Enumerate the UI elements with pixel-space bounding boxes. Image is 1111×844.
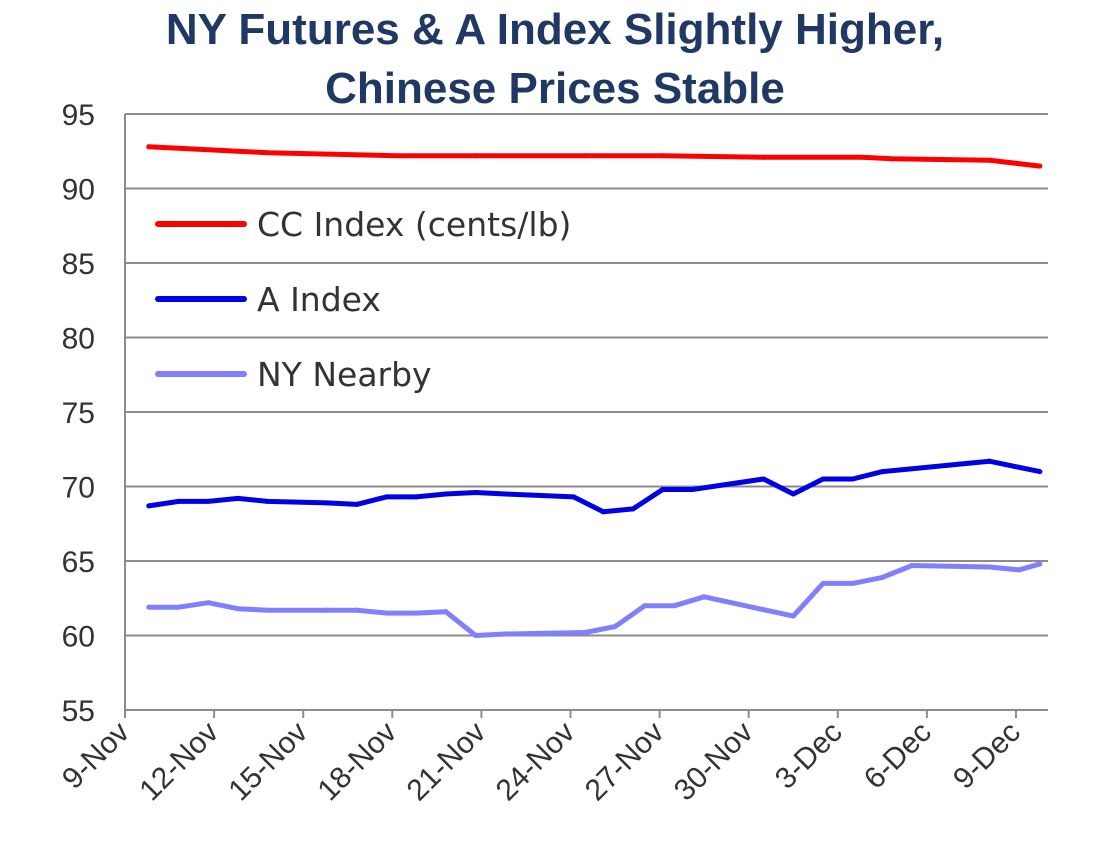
data-point-a-index-15 [660,486,666,492]
y-tick-label-95: 95 [62,99,95,132]
y-tick-label-80: 80 [62,323,95,356]
data-point-ny-nearby-23 [1016,567,1022,573]
series-line-ny-nearby [146,561,1043,638]
x-tick-label-6-Dec: 6-Dec [858,716,938,796]
data-point-cc-index-cents-lb-8 [888,156,894,162]
data-point-cc-index-cents-lb-2 [392,153,398,159]
data-point-ny-nearby-4 [265,607,271,613]
chart-title-line-1: NY Futures & A Index Slightly Higher, [166,5,944,54]
y-tick-label-60: 60 [62,621,95,654]
x-axis: 9-Nov12-Nov15-Nov18-Nov21-Nov24-Nov27-No… [56,710,1027,807]
x-tick-label-9-Dec: 9-Dec [947,716,1027,796]
data-point-ny-nearby-9 [443,609,449,615]
data-point-ny-nearby-5 [324,607,330,613]
data-point-ny-nearby-17 [790,613,796,619]
y-tick-label-55: 55 [62,695,95,728]
legend-label-cc-index-cents-lb: CC Index (cents/lb) [257,205,571,244]
data-point-ny-nearby-6 [354,607,360,613]
data-point-ny-nearby-7 [383,610,389,616]
data-point-ny-nearby-16 [701,594,707,600]
x-tick-label-21-Nov: 21-Nov [401,716,493,808]
data-point-ny-nearby-8 [413,610,419,616]
data-point-a-index-4 [265,498,271,504]
data-point-ny-nearby-0 [146,604,152,610]
x-tick-label-12-Nov: 12-Nov [133,716,225,808]
data-point-ny-nearby-15 [672,603,678,609]
data-point-ny-nearby-21 [909,562,915,568]
series-lines [146,144,1043,638]
legend: CC Index (cents/lb) A Index NY Nearby [155,205,571,394]
data-point-ny-nearby-10 [473,633,479,638]
data-point-ny-nearby-19 [850,580,856,586]
y-tick-label-65: 65 [62,546,95,579]
data-point-cc-index-cents-lb-6 [761,154,767,160]
data-point-a-index-18 [790,491,796,497]
chart-title-line-2: Chinese Prices Stable [325,64,785,113]
x-tick-label-30-Nov: 30-Nov [668,716,760,808]
x-tick-label-24-Nov: 24-Nov [490,716,582,808]
data-point-a-index-6 [354,501,360,507]
data-point-a-index-7 [383,494,389,500]
data-point-ny-nearby-18 [820,580,826,586]
x-tick-label-3-Dec: 3-Dec [769,716,849,796]
data-point-a-index-3 [235,495,241,501]
data-point-cc-index-cents-lb-3 [473,153,479,159]
data-point-a-index-5 [324,500,330,506]
data-point-ny-nearby-24 [1037,561,1043,567]
data-point-cc-index-cents-lb-9 [986,157,992,163]
data-point-cc-index-cents-lb-0 [146,144,152,150]
data-point-ny-nearby-2 [205,600,211,606]
data-point-a-index-19 [820,476,826,482]
data-point-a-index-2 [205,498,211,504]
data-point-ny-nearby-22 [986,564,992,570]
y-tick-label-75: 75 [62,397,95,430]
x-tick-label-27-Nov: 27-Nov [579,716,671,808]
data-point-cc-index-cents-lb-4 [582,153,588,159]
x-tick-label-15-Nov: 15-Nov [222,716,314,808]
data-point-ny-nearby-20 [879,574,885,580]
data-point-a-index-0 [146,503,152,509]
data-point-a-index-21 [879,469,885,475]
data-point-ny-nearby-1 [176,604,182,610]
data-point-ny-nearby-3 [235,606,241,612]
data-point-a-index-12 [571,494,577,500]
data-point-cc-index-cents-lb-1 [265,150,271,156]
data-point-a-index-11 [502,491,508,497]
data-point-ny-nearby-12 [582,630,588,636]
data-point-a-index-8 [413,494,419,500]
data-point-a-index-9 [443,491,449,497]
y-tick-label-85: 85 [62,248,95,281]
gridlines [125,113,1048,711]
data-point-a-index-14 [630,506,636,512]
data-point-a-index-23 [986,458,992,464]
y-tick-label-70: 70 [62,472,95,505]
series-line-cc-index-cents-lb [146,144,1043,169]
data-point-ny-nearby-14 [642,603,648,609]
data-point-a-index-20 [850,476,856,482]
legend-label-a-index: A Index [257,280,381,319]
data-point-ny-nearby-11 [502,631,508,637]
data-point-cc-index-cents-lb-10 [1037,163,1043,169]
data-point-a-index-10 [473,489,479,495]
x-tick-label-18-Nov: 18-Nov [312,716,404,808]
legend-label-ny-nearby: NY Nearby [257,355,432,394]
data-point-a-index-17 [761,476,767,482]
y-axis: 55 60 65 70 75 80 85 90 95 [62,99,126,728]
data-point-a-index-22 [957,461,963,467]
y-tick-label-90: 90 [62,174,95,207]
data-point-a-index-13 [600,509,606,515]
data-point-cc-index-cents-lb-5 [660,153,666,159]
data-point-a-index-24 [1037,469,1043,475]
data-point-cc-index-cents-lb-7 [859,154,865,160]
data-point-ny-nearby-13 [612,624,618,630]
data-point-a-index-1 [176,498,182,504]
data-point-a-index-16 [689,486,695,492]
